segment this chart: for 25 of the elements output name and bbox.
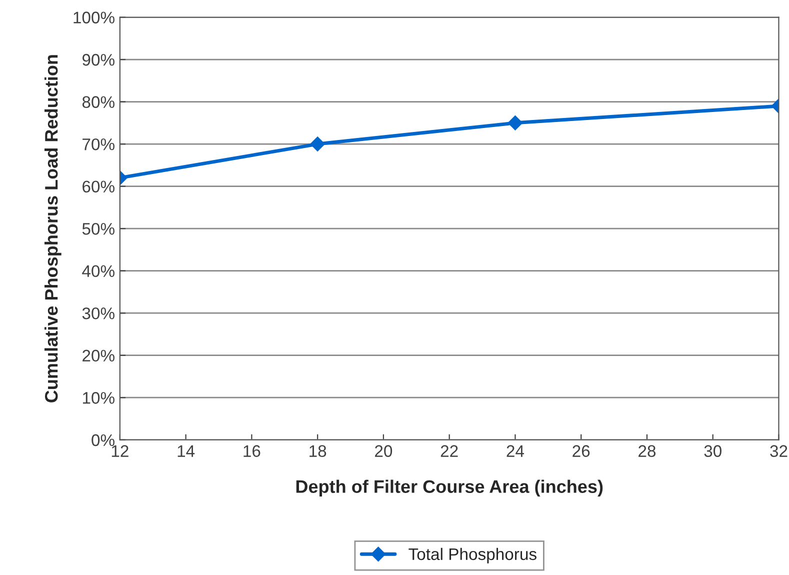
y-tick-label: 20% [82,350,114,362]
x-tick-label: 26 [572,445,590,457]
y-tick-label: 100% [74,12,114,24]
x-tick-label: 14 [178,445,195,457]
y-tick-label: 70% [82,138,114,150]
y-tick-label: 90% [82,54,114,66]
y-tick-label: 30% [82,307,114,320]
y-tick-label: 40% [82,265,114,278]
x-tick-label: 12 [112,445,128,457]
y-tick-label: 0% [92,434,114,446]
x-tick-label: 30 [704,445,722,457]
y-tick-label: 50% [82,222,114,235]
x-axis-title: Depth of Filter Course Area (inches) [296,480,603,497]
x-tick-label: 16 [244,445,260,457]
x-tick-label: 18 [310,445,326,457]
y-tick-label: 10% [82,392,114,404]
legend-label: Total Phosphorus [408,548,536,564]
y-tick-label: 60% [82,180,114,193]
y-tick-label: 80% [82,96,114,108]
y-axis-title: Cumulative Phosphorus Load Reduction [44,55,62,402]
x-tick-label: 32 [770,445,788,457]
x-tick-label: 28 [638,445,656,457]
x-tick-label: 24 [506,445,524,457]
x-tick-label: 22 [440,445,458,457]
x-tick-label: 20 [375,445,392,457]
